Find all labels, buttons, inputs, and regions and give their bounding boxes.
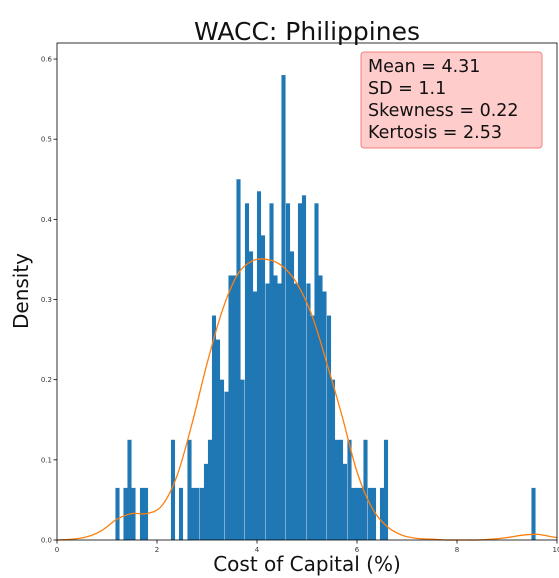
stats-sd: SD = 1.1 bbox=[368, 79, 446, 99]
x-axis-ticks: 0 2 4 6 8 10 bbox=[55, 540, 559, 554]
histogram-bar bbox=[330, 379, 336, 540]
x-tick-label: 8 bbox=[455, 546, 459, 554]
histogram-bar bbox=[322, 291, 327, 540]
histogram-bar bbox=[367, 487, 373, 540]
histogram-bar bbox=[244, 203, 250, 541]
stats-mean: Mean = 4.31 bbox=[368, 57, 480, 77]
histogram-bar bbox=[232, 275, 237, 540]
histogram-bar bbox=[127, 439, 132, 540]
histogram-bar bbox=[178, 487, 184, 540]
histogram-bar bbox=[306, 283, 311, 540]
y-tick-label: 0.1 bbox=[41, 456, 52, 464]
histogram-bar bbox=[281, 75, 286, 540]
histogram-bar bbox=[265, 283, 270, 540]
histogram-bar bbox=[195, 487, 200, 540]
y-tick-label: 0.4 bbox=[41, 216, 53, 224]
histogram-bar bbox=[269, 203, 274, 541]
histogram-bar bbox=[199, 487, 205, 540]
y-tick-label: 0.0 bbox=[41, 537, 52, 545]
stats-box: Mean = 4.31 SD = 1.1 Skewness = 0.22 Ker… bbox=[360, 51, 543, 149]
histogram-bar bbox=[187, 439, 192, 540]
histogram-bar bbox=[293, 283, 299, 540]
histogram-bar bbox=[301, 195, 307, 540]
chart-title: WACC: Philippines bbox=[194, 17, 420, 46]
histogram-bar bbox=[342, 463, 348, 540]
histogram-bar bbox=[215, 339, 221, 540]
histogram-bar bbox=[285, 203, 291, 541]
histogram-bar bbox=[256, 191, 262, 540]
histogram-bar bbox=[355, 487, 360, 540]
x-tick-label: 4 bbox=[255, 546, 260, 554]
x-tick-label: 6 bbox=[355, 546, 360, 554]
histogram-bar bbox=[371, 487, 377, 540]
x-tick-label: 10 bbox=[553, 546, 559, 554]
stats-box-background bbox=[360, 51, 543, 149]
histogram-bar bbox=[326, 315, 332, 540]
histogram-bar bbox=[224, 391, 229, 540]
x-tick-label: 0 bbox=[55, 546, 59, 554]
histogram-bar bbox=[123, 487, 128, 540]
histogram-bar bbox=[334, 439, 340, 540]
histogram-bar bbox=[379, 487, 385, 540]
y-tick-label: 0.6 bbox=[41, 56, 53, 64]
histogram-bar bbox=[347, 439, 352, 540]
histogram-bar bbox=[351, 487, 356, 540]
histogram-bar bbox=[203, 463, 209, 540]
histogram-bar bbox=[240, 379, 245, 540]
histogram-bar bbox=[252, 291, 258, 540]
histogram-bar bbox=[260, 235, 266, 541]
histogram-bar bbox=[289, 251, 295, 540]
histogram-bar bbox=[273, 275, 278, 540]
plot-frame bbox=[56, 42, 558, 541]
histogram-bar bbox=[236, 179, 241, 540]
histogram-bar bbox=[310, 315, 315, 540]
y-tick-label: 0.2 bbox=[41, 376, 52, 384]
y-axis-ticks: 0.0 0.1 0.2 0.3 0.4 0.5 0.6 bbox=[41, 56, 57, 545]
y-axis-label: Density bbox=[9, 253, 33, 329]
y-tick-label: 0.3 bbox=[41, 296, 52, 304]
histogram-bar bbox=[297, 203, 303, 541]
histogram-bar bbox=[359, 487, 364, 540]
histogram-bar bbox=[363, 439, 368, 540]
y-tick-label: 0.5 bbox=[41, 136, 52, 144]
stats-skewness: Skewness = 0.22 bbox=[368, 101, 519, 121]
histogram-bar bbox=[219, 379, 225, 540]
histogram-bar bbox=[531, 487, 536, 540]
histogram-bar bbox=[228, 275, 233, 540]
histogram-bar bbox=[383, 439, 389, 540]
histogram-bar bbox=[338, 439, 344, 540]
histogram-bar bbox=[211, 315, 217, 540]
histogram-bar bbox=[248, 251, 254, 540]
histogram-bar bbox=[318, 275, 323, 540]
histogram-bar bbox=[170, 439, 176, 540]
histogram-bars bbox=[115, 75, 536, 541]
x-tick-label: 2 bbox=[155, 546, 159, 554]
histogram-bar bbox=[207, 439, 213, 540]
histogram-bar bbox=[277, 283, 282, 540]
x-axis-label: Cost of Capital (%) bbox=[213, 552, 401, 576]
histogram-bar bbox=[191, 487, 196, 540]
histogram-bar bbox=[115, 487, 120, 540]
stats-kurtosis: Kertosis = 2.53 bbox=[368, 123, 502, 143]
histogram-bar bbox=[314, 203, 319, 541]
